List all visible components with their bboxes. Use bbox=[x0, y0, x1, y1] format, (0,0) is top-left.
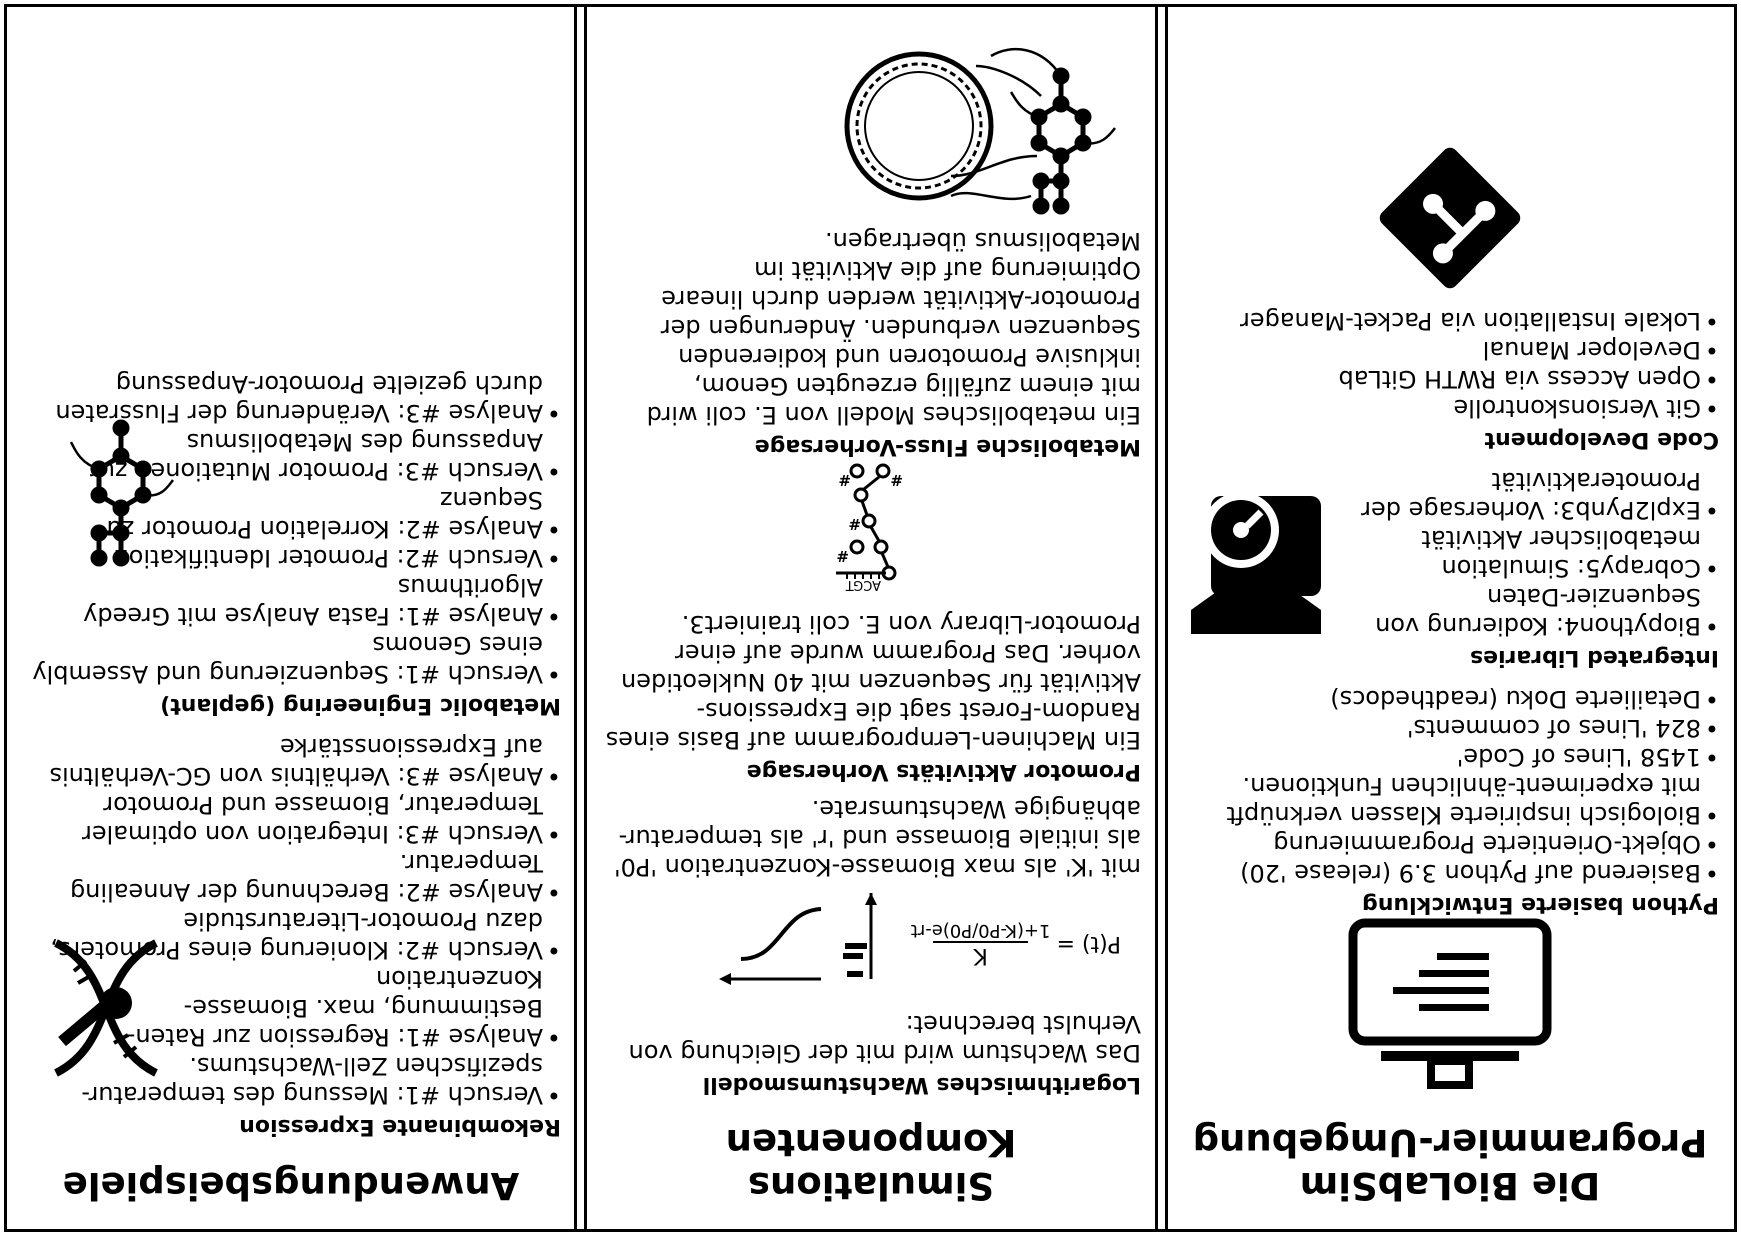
panel-environment: Die BioLabSim Programmier-Umgebung Pytho… bbox=[1181, 18, 1719, 1218]
list-item: Open Access via RWTH GitLab bbox=[1181, 364, 1719, 393]
panel-title: Simulations Komponenten bbox=[725, 1121, 1017, 1207]
promoter-dna-icon: ACGT # # # # bbox=[836, 463, 903, 592]
section-heading: Code Development bbox=[1484, 426, 1719, 452]
svg-text:#: # bbox=[836, 547, 849, 565]
install-disk-icon bbox=[1191, 491, 1321, 634]
list-item: Analyse #3: Verhältnis von GC-Verhältnis… bbox=[21, 732, 561, 790]
section-heading: Integrated Libraries bbox=[1470, 644, 1719, 670]
section-heading: Rekombinante Expression bbox=[239, 1114, 561, 1140]
list-item: 824 'Lines of comments' bbox=[1181, 713, 1719, 742]
dna-sequence-label: ACGT bbox=[846, 577, 881, 592]
svg-text:#: # bbox=[848, 515, 861, 533]
list-item: Versuch #1: Sequenzierung und Assembly e… bbox=[21, 630, 561, 688]
divider-line bbox=[584, 4, 587, 1232]
divider-line bbox=[574, 4, 577, 1232]
section-heading: Metabolic Engineering (geplant) bbox=[160, 693, 561, 719]
panel-title: Die BioLabSim Programmier-Umgebung bbox=[1192, 1121, 1708, 1207]
svg-text:#: # bbox=[838, 471, 851, 489]
list-item: Developer Manual bbox=[1181, 335, 1719, 364]
section-text: mit 'K' als max Biomasse-Konzentration '… bbox=[614, 794, 1141, 881]
list-item: Analyse #2: Berechnung der Annealing Tem… bbox=[21, 848, 561, 906]
verhulst-formula: P(t) = K 1+(K-P0/P0)e-rt bbox=[910, 919, 1121, 968]
growth-curve-icon bbox=[718, 892, 877, 985]
list-item: Biologisch inspirierte Klassen verknüpft… bbox=[1181, 771, 1719, 829]
panel-simulation: Simulations Komponenten Logarithmisches … bbox=[601, 18, 1141, 1218]
development-list: Git Versionskontrolle Open Access via RW… bbox=[1181, 306, 1719, 422]
section-heading: Python basierte Entwicklung bbox=[1362, 891, 1719, 917]
list-item: Cobrapy5: Simulation metabolischer Aktiv… bbox=[1331, 524, 1719, 582]
panel-applications: Anwendungsbeispiele Rekombinante Express… bbox=[21, 18, 561, 1218]
git-logo-icon bbox=[1379, 147, 1521, 289]
metabolic-network-icon bbox=[844, 47, 1116, 215]
section-heading: Metabolische Fluss-Vorhersage bbox=[754, 433, 1141, 459]
section-text: Ein metabolisches Modell von E. coli wir… bbox=[646, 226, 1141, 429]
section-heading: Promotor Aktivitäts Vorhersage bbox=[746, 758, 1141, 784]
list-item: Lokale Installation via Packet-Manager bbox=[1181, 306, 1719, 335]
list-item: Basierend auf Python 3.9 (release '20) bbox=[1181, 858, 1719, 887]
list-item: Analyse #1: Fasta Analyse mit Greedy Alg… bbox=[21, 572, 561, 630]
list-item: Versuch #3: Integration von optimaler Te… bbox=[21, 790, 561, 848]
list-item: Expl2Pynb3: Vorhersage der Promoteraktiv… bbox=[1331, 466, 1719, 524]
python-list: Basierend auf Python 3.9 (release '20) O… bbox=[1181, 684, 1719, 887]
list-item: Git Versionskontrolle bbox=[1181, 393, 1719, 422]
divider-line bbox=[1155, 4, 1158, 1232]
list-item: 1458 'Lines of Code' bbox=[1181, 742, 1719, 771]
molecule-icon bbox=[69, 419, 175, 567]
libraries-list: Biopython4: Kodierung von Sequenzier-Dat… bbox=[1331, 466, 1719, 640]
section-heading: Logarithmisches Wachstumsmodell bbox=[702, 1071, 1141, 1097]
list-item: Biopython4: Kodierung von Sequenzier-Dat… bbox=[1331, 582, 1719, 640]
divider-line bbox=[1165, 4, 1168, 1232]
dna-scissors-icon bbox=[54, 939, 158, 1077]
section-text: Das Wachstum wird mit der Gleichung von … bbox=[628, 1009, 1141, 1067]
list-item: Detailierte Doku (readthedocs) bbox=[1181, 684, 1719, 713]
panel-title: Anwendungsbeispiele bbox=[62, 1164, 520, 1207]
list-item: Objekt-Orientierte Programmierung bbox=[1181, 829, 1719, 858]
terminal-window-icon bbox=[1348, 918, 1552, 1089]
section-text: Ein Machinen-Lernprogramm auf Basis eine… bbox=[605, 609, 1141, 754]
svg-text:#: # bbox=[890, 471, 903, 489]
